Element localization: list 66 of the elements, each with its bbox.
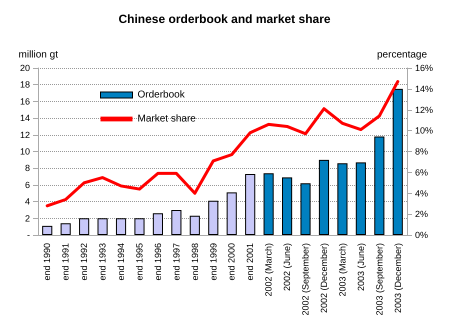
bar — [79, 218, 90, 235]
x-tick-label: end 1997 — [171, 243, 182, 281]
x-tick-label: end 2001 — [245, 243, 256, 281]
y-tick-label: 12 — [20, 130, 30, 140]
x-tick-label: 2002 (December) — [318, 242, 329, 314]
legend-label: Orderbook — [138, 90, 186, 100]
y-tick-label: - — [27, 230, 30, 240]
y2-tick-label: 12% — [415, 104, 434, 115]
bar — [134, 218, 145, 235]
x-tick-label: 2002 (September) — [300, 243, 311, 316]
y-tick-label: 2 — [24, 213, 30, 224]
y-tick-label: 6 — [24, 180, 30, 190]
chart-title: Chinese orderbook and market share — [118, 12, 331, 26]
y2-tick-label: 8% — [415, 146, 428, 156]
y-tick-label: 14 — [20, 113, 30, 124]
x-tick-label: 2003 (June) — [356, 243, 366, 292]
y-tick-label: 4 — [24, 196, 30, 207]
x-tick-label: 2003 (March) — [337, 243, 348, 297]
x-tick-label: 2003 (September) — [374, 243, 384, 316]
x-tick-label: 2002 (March) — [264, 243, 274, 297]
bar — [374, 136, 384, 235]
bar — [171, 210, 182, 235]
bar — [116, 218, 126, 235]
x-tick-label: 2002 (June) — [282, 243, 292, 292]
bar — [152, 213, 163, 235]
bar — [42, 226, 52, 235]
bar — [392, 88, 403, 235]
x-tick-label: end 1993 — [98, 243, 108, 281]
x-tick-label: end 1994 — [116, 243, 126, 281]
bar — [356, 162, 366, 235]
y2-tick-label: 6% — [415, 167, 428, 178]
y-axis-title: million gt — [18, 50, 58, 60]
bar — [245, 174, 256, 235]
bar — [226, 192, 237, 235]
y-tick-label: 10 — [20, 146, 30, 156]
x-tick-label: end 2000 — [226, 243, 237, 281]
x-tick-label: end 1990 — [42, 243, 52, 281]
x-tick-label: end 1991 — [60, 243, 71, 281]
x-tick-label: end 1998 — [190, 243, 200, 281]
x-tick-label: end 1996 — [152, 243, 163, 281]
y2-tick-label: 4% — [415, 188, 428, 198]
y-tick-label: 16 — [20, 96, 30, 106]
bar — [337, 163, 348, 235]
x-tick-label: end 1999 — [208, 243, 218, 281]
bar — [60, 223, 71, 235]
y-tick-label: 20 — [20, 63, 30, 73]
x-tick-label: 2003 (December) — [392, 242, 403, 314]
legend-label: Market share — [138, 114, 196, 124]
y2-tick-label: 16% — [415, 63, 434, 73]
y2-axis-title: percentage — [377, 50, 428, 60]
y-tick-label: 8 — [24, 163, 30, 174]
bar — [264, 173, 274, 235]
y2-tick-label: 10% — [415, 126, 434, 136]
bar — [190, 216, 200, 235]
bar — [282, 177, 292, 235]
bar — [300, 183, 311, 235]
x-tick-label: end 1995 — [134, 243, 144, 281]
bar — [208, 200, 218, 235]
line-series — [46, 80, 400, 208]
y-tick-label: 18 — [20, 80, 30, 90]
y2-tick-label: 0% — [415, 230, 428, 240]
x-tick-label: end 1992 — [79, 243, 90, 281]
y2-tick-label: 2% — [415, 209, 428, 220]
bar — [98, 218, 108, 235]
y2-tick-label: 14% — [415, 84, 434, 94]
bar — [318, 160, 330, 235]
